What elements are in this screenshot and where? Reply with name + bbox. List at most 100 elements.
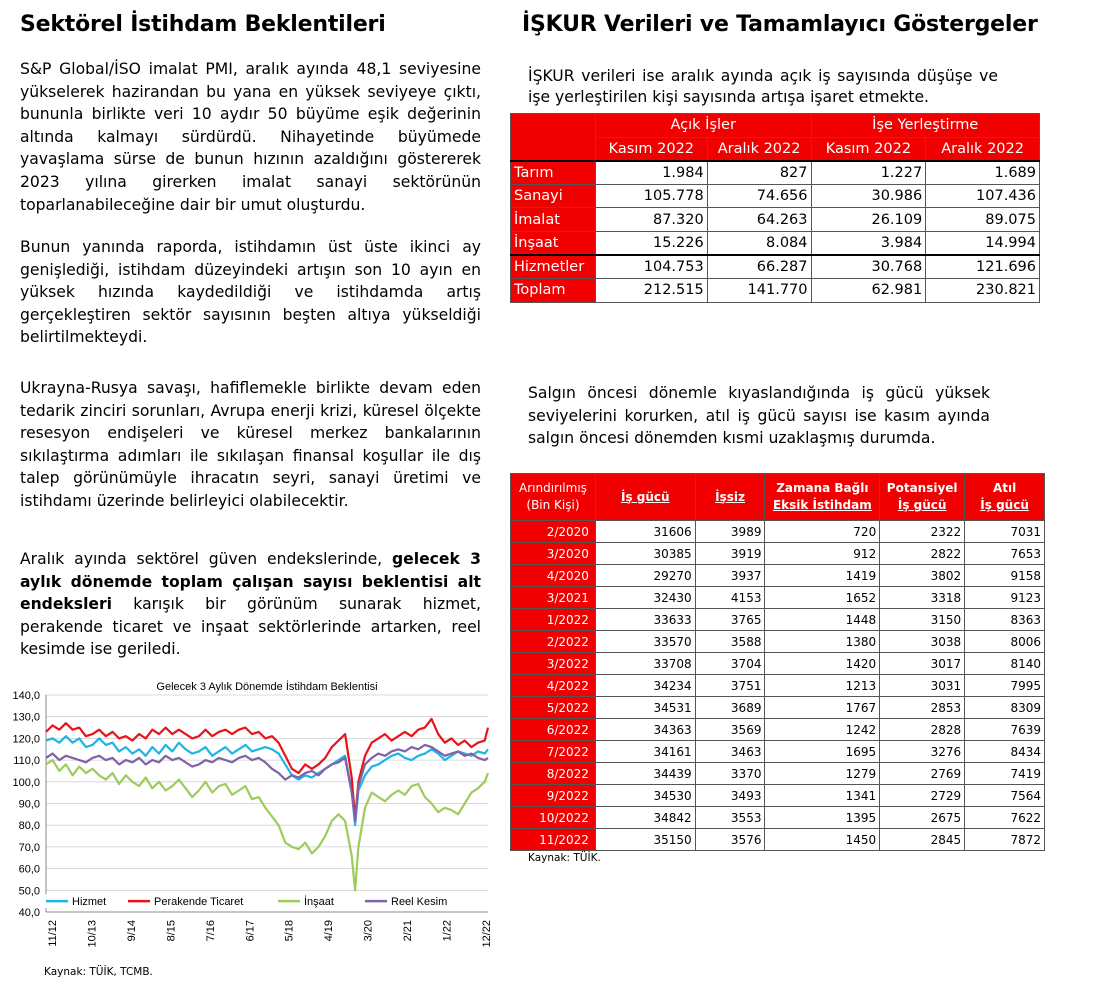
cell: 7653 bbox=[964, 542, 1045, 565]
legend-bg bbox=[276, 894, 363, 909]
cell: 1652 bbox=[764, 586, 881, 609]
labor-table-wrap: Arındırılmış (Bin Kişi) İş gücü İşsiz Zam… bbox=[510, 473, 1045, 851]
y-tick-label: 140,0 bbox=[12, 690, 40, 702]
p4-end: karışık bir görünüm sunarak hizmet, pera… bbox=[20, 595, 481, 659]
cell: 1279 bbox=[764, 762, 881, 785]
table-row: 10/2022 34842 3553 1395 2675 7622 bbox=[510, 806, 1045, 829]
cell: 7564 bbox=[964, 784, 1045, 807]
legend-label: Perakende Ticaret bbox=[154, 896, 243, 908]
cell: 212.515 bbox=[594, 278, 708, 303]
table-row: 3/2022 33708 3704 1420 3017 8140 bbox=[510, 652, 1045, 675]
cell: 230.821 bbox=[925, 278, 1040, 303]
cell: 7872 bbox=[964, 828, 1045, 851]
cell: 34531 bbox=[594, 696, 696, 719]
row-label: 9/2022 bbox=[510, 784, 596, 807]
cell: 9123 bbox=[964, 586, 1045, 609]
header-potential: Potansiyel İş gücü bbox=[879, 473, 966, 521]
row-label: İnşaat bbox=[510, 230, 596, 257]
x-tick-label: 3/20 bbox=[363, 920, 375, 941]
cell: 3989 bbox=[694, 520, 766, 543]
table-row: İmalat 87.320 64.263 26.109 89.075 bbox=[510, 207, 1040, 232]
cell: 1380 bbox=[764, 630, 881, 653]
chart-source: Kaynak: TÜİK, TCMB. bbox=[44, 966, 153, 978]
table1-corner bbox=[510, 113, 596, 138]
cell: 35150 bbox=[594, 828, 696, 851]
cell: 3318 bbox=[879, 586, 966, 609]
cell: 104.753 bbox=[594, 254, 708, 280]
cell: 1420 bbox=[764, 652, 881, 675]
cell: 2322 bbox=[879, 520, 966, 543]
cell: 29270 bbox=[594, 564, 696, 587]
iskur-table: Açık İşler İşe Yerleştirme Kasım 2022 Ar… bbox=[510, 113, 1041, 303]
cell: 30.768 bbox=[810, 254, 927, 280]
cell: 3370 bbox=[694, 762, 766, 785]
cell: 34530 bbox=[594, 784, 696, 807]
cell: 3751 bbox=[694, 674, 766, 697]
table-row: Tarım 1.984 827 1.227 1.689 bbox=[510, 160, 1040, 185]
row-label: 4/2022 bbox=[510, 674, 596, 697]
header-idle-line2: İş gücü bbox=[980, 498, 1029, 512]
row-label: 2/2022 bbox=[510, 630, 596, 653]
cell: 87.320 bbox=[594, 207, 708, 232]
p4-start: Aralık ayında sektörel güven endekslerin… bbox=[20, 550, 392, 568]
cell: 2675 bbox=[879, 806, 966, 829]
x-tick-label: 4/19 bbox=[323, 920, 335, 941]
table-row: 2/2020 31606 3989 720 2322 7031 bbox=[510, 520, 1045, 543]
table-row: 4/2020 29270 3937 1419 3802 9158 bbox=[510, 564, 1045, 587]
row-label: 3/2020 bbox=[510, 542, 596, 565]
cell: 105.778 bbox=[594, 183, 708, 209]
table-row: 9/2022 34530 3493 1341 2729 7564 bbox=[510, 784, 1045, 807]
cell: 3576 bbox=[694, 828, 766, 851]
cell: 34439 bbox=[594, 762, 696, 785]
cell: 1341 bbox=[764, 784, 881, 807]
legend-label: İnşaat bbox=[304, 895, 334, 908]
series-line-Reel Kesim bbox=[45, 743, 489, 822]
cell: 3.984 bbox=[810, 230, 927, 257]
header-under-line2: Eksik İstihdam bbox=[772, 498, 872, 512]
paragraph-employment: Bunun yanında raporda, istihdamın üst üs… bbox=[20, 238, 481, 347]
legend-label: Hizmet bbox=[72, 896, 106, 908]
cell: 26.109 bbox=[810, 207, 927, 232]
cell: 33708 bbox=[594, 652, 696, 675]
cell: 8309 bbox=[964, 696, 1045, 719]
cell: 8434 bbox=[964, 740, 1045, 763]
cell: 1213 bbox=[764, 674, 881, 697]
y-tick-label: 120,0 bbox=[12, 733, 40, 745]
cell: 9158 bbox=[964, 564, 1045, 587]
row-label: İmalat bbox=[510, 207, 596, 232]
header-idle-line1: Atıl bbox=[992, 481, 1017, 495]
cell: 121.696 bbox=[925, 254, 1040, 280]
row-label: Hizmetler bbox=[510, 254, 596, 280]
row-label: 2/2020 bbox=[510, 520, 596, 543]
table-row: 2/2022 33570 3588 1380 3038 8006 bbox=[510, 630, 1045, 653]
employment-expectation-chart: Gelecek 3 Aylık Dönemde İstihdam Beklent… bbox=[0, 672, 500, 968]
cell: 3704 bbox=[694, 652, 766, 675]
series-line-Perakende Ticaret bbox=[45, 717, 490, 820]
cell: 33633 bbox=[594, 608, 696, 631]
cell: 107.436 bbox=[925, 183, 1040, 209]
subheader-4: Aralık 2022 bbox=[925, 136, 1040, 162]
header-seasonal: Arındırılmış (Bin Kişi) bbox=[510, 473, 596, 521]
legend-bg bbox=[44, 894, 131, 909]
cell: 1.227 bbox=[810, 160, 927, 185]
cell: 14.994 bbox=[925, 230, 1040, 257]
cell: 3569 bbox=[694, 718, 766, 741]
cell: 1242 bbox=[764, 718, 881, 741]
table-row: 5/2022 34531 3689 1767 2853 8309 bbox=[510, 696, 1045, 719]
x-tick-label: 1/22 bbox=[442, 920, 454, 941]
header-unemployed: İşsiz bbox=[694, 473, 766, 521]
cell: 3150 bbox=[879, 608, 966, 631]
cell: 31606 bbox=[594, 520, 696, 543]
header-idle: Atıl İş gücü bbox=[964, 473, 1045, 521]
table-row: Hizmetler 104.753 66.287 30.768 121.696 bbox=[510, 254, 1040, 280]
cell: 30385 bbox=[594, 542, 696, 565]
cell: 4153 bbox=[694, 586, 766, 609]
header-seasonal-line2: (Bin Kişi) bbox=[526, 498, 580, 512]
labor-table: Arındırılmış (Bin Kişi) İş gücü İşsiz Zam… bbox=[510, 473, 1045, 851]
x-tick-label: 12/22 bbox=[481, 920, 493, 948]
table-row: 6/2022 34363 3569 1242 2828 7639 bbox=[510, 718, 1045, 741]
x-tick-label: 8/15 bbox=[165, 920, 177, 941]
row-label: Sanayi bbox=[510, 183, 596, 209]
legend-bg bbox=[126, 894, 285, 909]
series-line-İnşaat bbox=[45, 759, 490, 892]
